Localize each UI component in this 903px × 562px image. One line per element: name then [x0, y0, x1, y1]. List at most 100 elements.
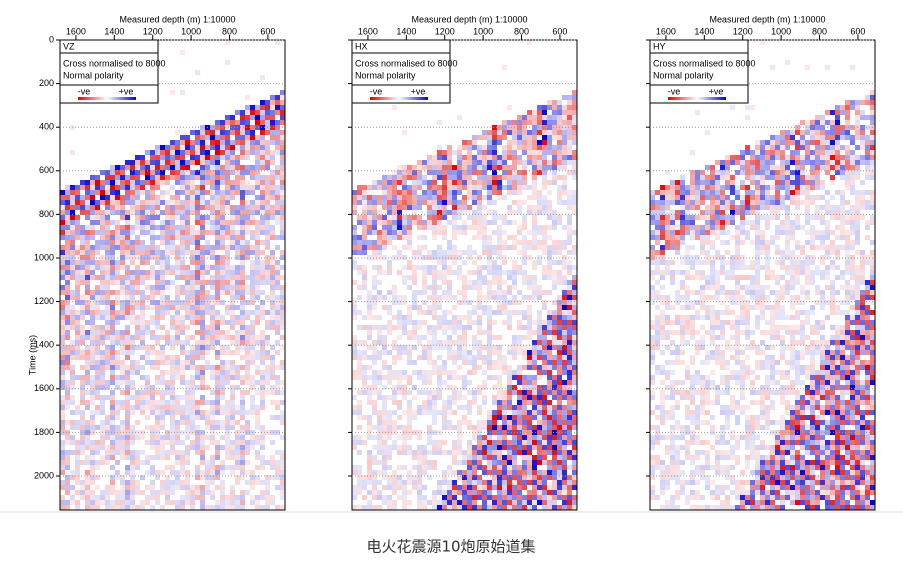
trace-cell: [195, 285, 200, 290]
trace-cell: [372, 345, 377, 350]
trace-cell: [115, 175, 120, 180]
trace-cell: [457, 225, 462, 230]
trace-cell: [225, 180, 230, 185]
trace-cell: [407, 405, 412, 410]
trace-cell: [130, 405, 135, 410]
trace-cell: [160, 315, 165, 320]
trace-cell: [442, 320, 447, 325]
trace-cell: [105, 315, 110, 320]
trace-cell: [467, 225, 472, 230]
trace-cell: [352, 235, 357, 240]
trace-cell: [140, 335, 145, 340]
trace-cell: [235, 365, 240, 370]
trace-cell: [437, 185, 442, 190]
trace-cell: [497, 395, 502, 400]
trace-cell: [367, 365, 372, 370]
trace-cell: [487, 130, 492, 135]
trace-cell: [392, 340, 397, 345]
trace-cell: [170, 380, 175, 385]
trace-cell: [130, 270, 135, 275]
trace-cell: [452, 150, 457, 155]
trace-cell: [240, 170, 245, 175]
trace-cell: [442, 200, 447, 205]
trace-cell: [432, 190, 437, 195]
trace-cell: [255, 465, 260, 470]
trace-cell: [377, 445, 382, 450]
trace-cell: [497, 465, 502, 470]
trace-cell: [532, 245, 537, 250]
trace-cell: [65, 505, 70, 510]
trace-cell: [557, 380, 562, 385]
trace-cell: [165, 480, 170, 485]
trace-cell: [392, 295, 397, 300]
trace-cell: [417, 215, 422, 220]
trace-cell: [235, 335, 240, 340]
trace-cell: [80, 180, 85, 185]
trace-cell: [367, 425, 372, 430]
trace-cell: [487, 505, 492, 510]
trace-cell: [125, 375, 130, 380]
trace-cell: [160, 415, 165, 420]
trace-cell: [502, 135, 507, 140]
trace-cell: [205, 345, 210, 350]
trace-cell: [487, 285, 492, 290]
trace-cell: [432, 460, 437, 465]
trace-cell: [392, 200, 397, 205]
trace-cell: [437, 175, 442, 180]
trace-cell: [180, 240, 185, 245]
trace-cell: [417, 500, 422, 505]
trace-cell: [260, 480, 265, 485]
trace-cell: [562, 115, 567, 120]
trace-cell: [95, 295, 100, 300]
trace-cell: [527, 425, 532, 430]
trace-cell: [280, 435, 285, 440]
trace-cell: [557, 485, 562, 490]
trace-cell: [517, 205, 522, 210]
trace-cell: [417, 250, 422, 255]
trace-cell: [115, 425, 120, 430]
trace-cell: [562, 160, 567, 165]
trace-cell: [422, 390, 427, 395]
trace-cell: [245, 250, 250, 255]
trace-cell: [225, 405, 230, 410]
trace-cell: [502, 445, 507, 450]
trace-cell: [190, 160, 195, 165]
trace-cell: [145, 485, 150, 490]
trace-cell: [165, 435, 170, 440]
trace-cell: [362, 505, 367, 510]
trace-cell: [407, 260, 412, 265]
trace-cell: [477, 410, 482, 415]
trace-cell: [130, 410, 135, 415]
trace-cell: [110, 505, 115, 510]
trace-cell: [472, 285, 477, 290]
trace-cell: [185, 460, 190, 465]
trace-cell: [467, 475, 472, 480]
trace-cell: [155, 250, 160, 255]
trace-cell: [250, 340, 255, 345]
trace-cell: [140, 215, 145, 220]
trace-cell: [392, 245, 397, 250]
trace-cell: [442, 415, 447, 420]
trace-cell: [230, 300, 235, 305]
trace-cell: [417, 175, 422, 180]
trace-cell: [235, 480, 240, 485]
trace-cell: [170, 440, 175, 445]
trace-cell: [402, 430, 407, 435]
trace-cell: [432, 390, 437, 395]
trace-cell: [557, 340, 562, 345]
trace-cell: [280, 230, 285, 235]
trace-cell: [387, 175, 392, 180]
trace-cell: [537, 205, 542, 210]
trace-cell: [452, 385, 457, 390]
trace-cell: [472, 460, 477, 465]
trace-cell: [432, 250, 437, 255]
trace-cell: [225, 230, 230, 235]
trace-cell: [457, 155, 462, 160]
trace-cell: [200, 365, 205, 370]
trace-cell: [557, 335, 562, 340]
trace-cell: [205, 295, 210, 300]
trace-cell: [557, 280, 562, 285]
trace-cell: [497, 480, 502, 485]
trace-cell: [80, 400, 85, 405]
trace-cell: [225, 270, 230, 275]
